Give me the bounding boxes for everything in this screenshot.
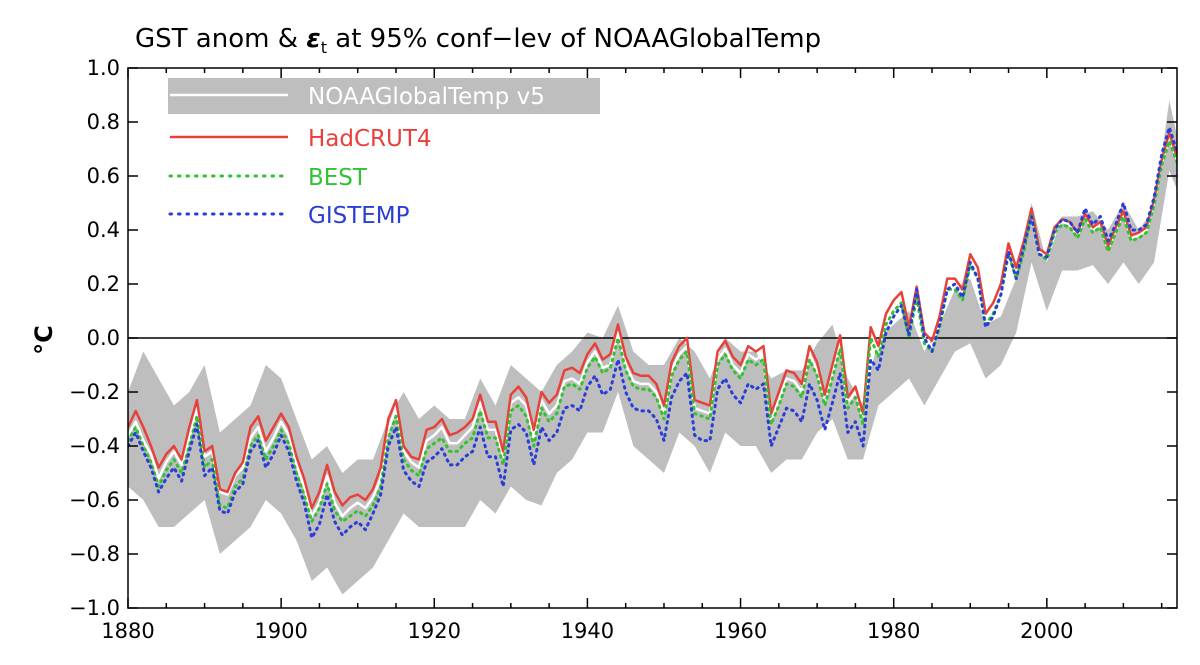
y-tick-label: 0.8 [87, 110, 120, 134]
x-tick-label: 1940 [561, 619, 614, 643]
x-tick-label: 1920 [408, 619, 461, 643]
x-tick-label: 1900 [254, 619, 307, 643]
title-prefix: GST anom & [135, 24, 306, 54]
series-layer [128, 125, 1177, 540]
legend-label-gistemp: GISTEMP [308, 203, 410, 229]
legend-label-hadcrut4: HadCRUT4 [308, 126, 432, 152]
y-tick-label: 1.0 [87, 56, 120, 80]
y-tick-label: −0.8 [69, 542, 120, 566]
x-tick-label: 1880 [101, 619, 154, 643]
y-tick-label: 0.4 [87, 218, 120, 242]
legend: NOAAGlobalTemp v5 HadCRUT4 BEST GISTEMP [168, 78, 600, 229]
legend-label-noaaglobaltemp-v5: NOAAGlobalTemp v5 [308, 84, 545, 110]
title-subscript: t [321, 38, 327, 57]
series-line-gistemp [128, 125, 1177, 540]
title-suffix: at 95% conf−lev of NOAAGlobalTemp [327, 24, 821, 54]
x-tick-label: 1980 [867, 619, 920, 643]
plot-area [128, 100, 1177, 595]
y-axis-label: °C [30, 325, 58, 355]
series-line-hadcrut4 [128, 131, 1177, 510]
y-tick-label: 0.0 [87, 326, 120, 350]
y-tick-label: −0.4 [69, 434, 120, 458]
y-axis: 1.0 0.8 0.6 0.4 0.2 0.0 −0.2 −0.4 −0.6 −0.8 −1.0 [69, 56, 1177, 620]
x-tick-label: 1960 [714, 619, 767, 643]
title-symbol: ε [306, 24, 320, 54]
y-tick-label: −1.0 [69, 596, 120, 620]
y-tick-label: −0.6 [69, 488, 120, 512]
y-tick-label: 0.2 [87, 272, 120, 296]
legend-label-best: BEST [308, 165, 368, 191]
y-tick-label: −0.2 [69, 380, 120, 404]
confidence-band [128, 100, 1177, 595]
chart-title: GST anom & εt at 95% conf−lev of NOAAGlo… [135, 24, 821, 57]
x-axis: 1880 1900 1920 1940 1960 1980 2000 [101, 68, 1163, 643]
x-tick-label: 2000 [1020, 619, 1073, 643]
y-tick-label: 0.6 [87, 164, 120, 188]
